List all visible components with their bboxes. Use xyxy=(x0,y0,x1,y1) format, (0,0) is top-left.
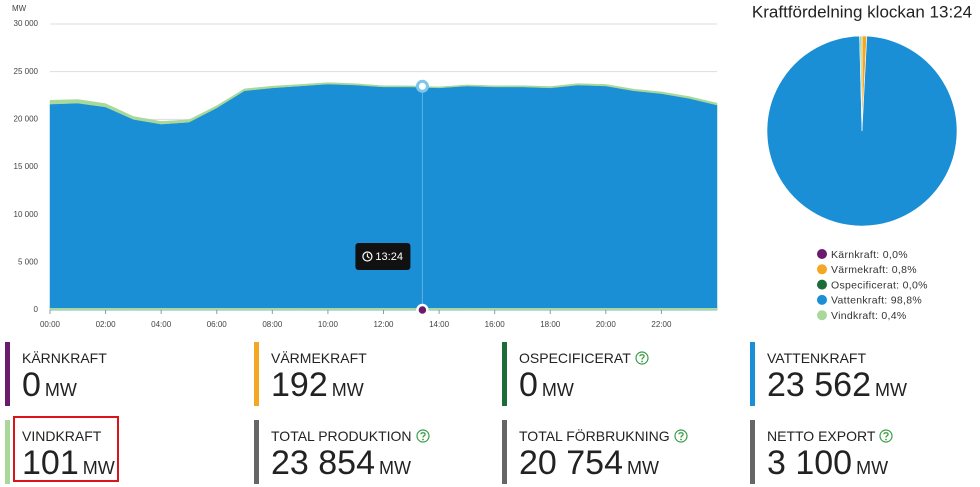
tile-value-row: 20 754 MW xyxy=(519,444,738,487)
x-tick-label: 00:00 xyxy=(40,320,61,329)
legend-label: Vattenkraft: 98,8% xyxy=(831,295,922,307)
tile-label-row: VINDKRAFT xyxy=(22,428,241,444)
tile-label: OSPECIFICERAT xyxy=(519,350,631,366)
x-tick-label: 08:00 xyxy=(262,320,283,329)
help-icon[interactable] xyxy=(635,351,649,365)
y-tick-label: 0 xyxy=(34,305,39,314)
x-tick-label: 04:00 xyxy=(151,320,172,329)
cursor-bottom xyxy=(416,303,429,317)
legend-marker xyxy=(817,264,827,275)
legend-marker xyxy=(817,310,827,321)
tile-unit: MW xyxy=(379,458,411,478)
tile-label: VINDKRAFT xyxy=(22,428,102,444)
tile-label-row: VÄRMEKRAFT xyxy=(271,350,490,366)
tile-value: 3 100 xyxy=(767,444,853,482)
tile-value-row: 23 854 MW xyxy=(271,444,490,487)
tile-label-row: NETTO EXPORT xyxy=(767,428,980,444)
x-tick-label: 22:00 xyxy=(651,320,672,329)
x-tick-label: 14:00 xyxy=(429,320,450,329)
x-tick-label: 10:00 xyxy=(318,320,339,329)
legend-marker xyxy=(817,294,827,305)
tooltip-box xyxy=(355,243,411,270)
tile-unit: MW xyxy=(82,458,115,478)
tile-label: TOTAL PRODUKTION xyxy=(271,428,412,444)
tile-value-row: 192 MW xyxy=(271,366,490,409)
tile-label: KÄRNKRAFT xyxy=(22,350,107,366)
clock-hands xyxy=(366,253,370,259)
cursor-top xyxy=(415,79,429,93)
tile-value: 20 754 xyxy=(519,444,623,482)
help-icon[interactable] xyxy=(415,429,430,443)
pie-slice xyxy=(859,35,863,132)
y-tick-label: 25 000 xyxy=(14,67,39,76)
legend-marker xyxy=(817,279,827,290)
clock-icon xyxy=(362,251,373,262)
legend-marker xyxy=(817,249,827,259)
tile-value: 23 854 xyxy=(271,444,375,482)
stat-tile: NETTO EXPORT 3 100 MW xyxy=(750,420,980,484)
stat-tile: VÄRMEKRAFT 192 MW xyxy=(254,342,490,406)
stat-tile: KÄRNKRAFT 0 MW xyxy=(5,342,241,406)
tile-label: VATTENKRAFT xyxy=(767,350,867,366)
y-tick-label: 20 000 xyxy=(14,114,39,123)
tooltip: 13:24 xyxy=(355,243,411,270)
tile-label-row: TOTAL PRODUKTION xyxy=(271,428,490,444)
tile-unit: MW xyxy=(541,380,574,400)
y-tick-label: 10 000 xyxy=(14,210,39,219)
tile-label-row: VATTENKRAFT xyxy=(767,350,980,366)
x-tick-label: 12:00 xyxy=(373,320,394,329)
tile-unit: MW xyxy=(856,458,889,478)
stat-tile: OSPECIFICERAT 0 MW xyxy=(502,342,738,406)
x-tick-label: 16:00 xyxy=(485,320,506,329)
y-tick-label: 15 000 xyxy=(14,162,39,171)
tooltip-label: 13:24 xyxy=(375,251,403,263)
tile-unit: MW xyxy=(331,380,364,400)
pie-title: Kraftfördelning klockan 13:24 xyxy=(752,2,972,21)
tile-label: VÄRMEKRAFT xyxy=(271,350,367,366)
tile-label-row: TOTAL FÖRBRUKNING xyxy=(519,428,738,444)
tile-value: 0 xyxy=(22,366,41,404)
tile-label: TOTAL FÖRBRUKNING xyxy=(519,428,670,444)
stat-tile: TOTAL PRODUKTION 23 854 MW xyxy=(254,420,490,484)
legend-label: Värmekraft: 0,8% xyxy=(831,264,917,276)
stat-tile: TOTAL FÖRBRUKNING 20 754 MW xyxy=(502,420,738,484)
tile-value: 101 xyxy=(22,444,79,482)
help-icon[interactable] xyxy=(879,429,893,443)
tile-value-row: 23 562 MW xyxy=(767,366,980,409)
tile-label-row: OSPECIFICERAT xyxy=(519,350,738,366)
tile-unit: MW xyxy=(627,458,659,478)
x-tick-label: 20:00 xyxy=(596,320,617,329)
area xyxy=(49,82,718,125)
tile-value-row: 3 100 MW xyxy=(767,444,980,487)
stat-tile: VINDKRAFT 101 MW xyxy=(5,416,241,487)
y-tick-label: 5 000 xyxy=(18,257,39,266)
tile-label: NETTO EXPORT xyxy=(767,428,876,444)
tile-unit: MW xyxy=(44,380,77,400)
help-icon[interactable] xyxy=(674,429,688,443)
tile-label-row: KÄRNKRAFT xyxy=(22,350,241,366)
charts: MW Kraftfördelning klockan 13:24 0 5 000 1… xyxy=(12,2,972,329)
x-tick-label: 06:00 xyxy=(207,320,228,329)
tile-value: 0 xyxy=(519,366,538,404)
tile-value-row: 101 MW xyxy=(22,444,241,487)
y-axis-label: MW xyxy=(12,4,27,13)
tile-unit: MW xyxy=(875,380,907,400)
tile-value-row: 0 MW xyxy=(519,366,738,409)
y-tick-label: 30 000 xyxy=(14,19,39,28)
legend-label: Ospecificerat: 0,0% xyxy=(831,279,928,291)
legend-label: Vindkraft: 0,4% xyxy=(831,310,907,322)
tile-value: 23 562 xyxy=(767,366,871,404)
x-tick-label: 02:00 xyxy=(96,320,117,329)
tile-value-row: 0 MW xyxy=(22,366,241,409)
x-tick-label: 18:00 xyxy=(540,320,561,329)
stat-tile: VATTENKRAFT 23 562 MW xyxy=(750,342,980,406)
legend-label: Kärnkraft: 0,0% xyxy=(831,249,908,261)
tile-value: 192 xyxy=(271,366,328,404)
